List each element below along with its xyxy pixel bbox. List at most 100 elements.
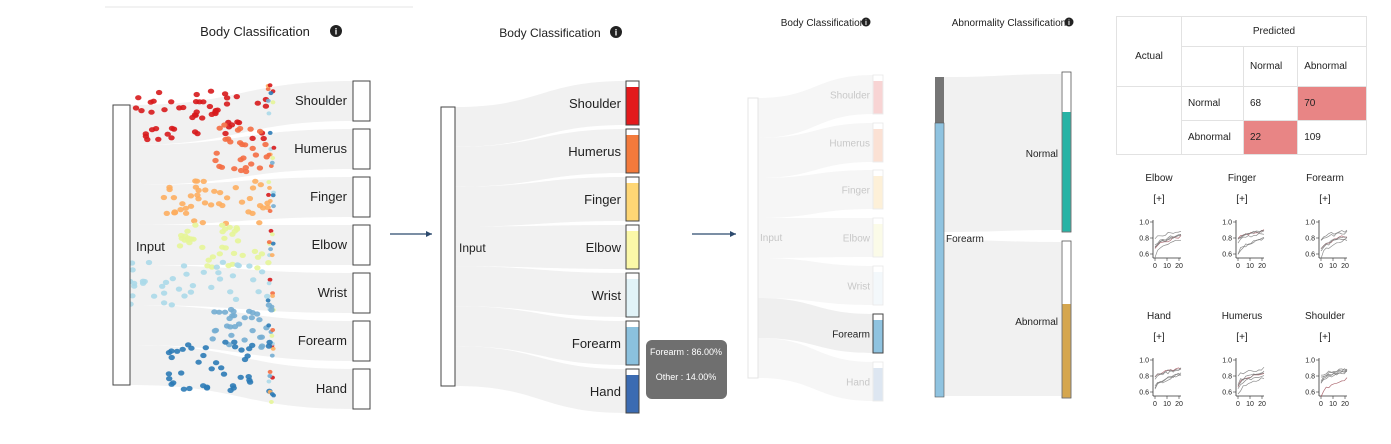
link-forearm <box>130 305 353 361</box>
y-tick-label: 0.6 <box>1139 252 1149 259</box>
node-humerus[interactable] <box>352 128 371 170</box>
curve-line <box>1237 233 1265 244</box>
node-fill-shoulder <box>873 81 883 114</box>
sample-dot-wrist <box>189 283 197 289</box>
sample-dot-finger <box>264 204 271 210</box>
sample-dot-wrist <box>246 263 253 269</box>
sample-dot-hand <box>178 370 185 376</box>
sample-dot-shoulder <box>260 135 267 142</box>
expand-toggle-humerus[interactable]: [+] <box>1236 332 1248 343</box>
sample-dot-hand <box>168 354 175 361</box>
curve-line <box>1320 237 1348 252</box>
actual-header: Actual <box>1116 16 1182 87</box>
sample-dot-shoulder <box>148 109 155 115</box>
node-fill-wrist <box>873 272 883 305</box>
sample-dot-finger <box>246 195 254 202</box>
sample-dot-hand <box>238 347 245 353</box>
link-wrist <box>455 266 626 317</box>
sample-dot-humerus <box>247 126 254 132</box>
chart-title-finger: Finger <box>1228 173 1257 184</box>
sample-dot-wrist <box>150 293 158 299</box>
sample-dot-humerus <box>241 142 249 148</box>
forearm-source-label: Forearm <box>946 234 984 245</box>
forearm-node[interactable] <box>934 122 945 398</box>
sample-dot-mixed <box>267 130 273 135</box>
link-humerus <box>455 129 626 187</box>
node-fill-forearm <box>873 320 883 353</box>
info-icon[interactable]: i <box>861 17 871 28</box>
panel2-input-label: Input <box>459 241 486 255</box>
node-shoulder[interactable] <box>352 80 371 122</box>
sample-dot-shoulder <box>164 131 171 137</box>
sample-dot-finger <box>201 200 209 206</box>
sample-dot-mixed <box>270 328 276 332</box>
sample-dot-wrist <box>181 293 188 299</box>
sample-dot-forearm <box>241 337 248 343</box>
curve-line <box>1237 366 1265 377</box>
panel1-category-nodes: Shoulder Humerus Finger Elbow Wrist Forearm Ha… <box>294 80 371 410</box>
node-elbow[interactable] <box>352 224 371 266</box>
sample-dot-mixed <box>268 164 274 168</box>
sample-dot-hand <box>245 374 252 380</box>
sample-dot-elbow <box>258 251 266 257</box>
sample-dot-forearm <box>249 328 256 334</box>
sample-dot-humerus <box>222 136 229 142</box>
sample-dot-finger <box>199 220 206 226</box>
tooltip-line-other: Other : 14.00% <box>656 372 717 382</box>
sample-dot-mixed <box>269 392 275 397</box>
info-icon[interactable]: i <box>1064 17 1074 28</box>
training-curves-grid: Elbow [+] 1.0 0.8 0.6 0 10 20 Finger [+] 1.0 0.8 0.6… <box>1139 173 1349 408</box>
sample-dot-hand <box>186 385 193 392</box>
node-finger[interactable] <box>352 176 371 218</box>
expand-toggle-finger[interactable]: [+] <box>1236 194 1248 205</box>
node-hand[interactable] <box>352 368 371 410</box>
y-tick-label: 0.8 <box>1305 236 1315 243</box>
abnormal-node-fill <box>1062 304 1071 398</box>
expand-toggle-elbow[interactable]: [+] <box>1153 194 1165 205</box>
sample-dot-shoulder <box>206 103 214 110</box>
node-label-hand: Hand <box>590 384 621 399</box>
cell-normal-normal[interactable]: 68 <box>1242 86 1299 121</box>
curve-line <box>1237 236 1265 255</box>
sample-dot-humerus <box>236 140 244 146</box>
sample-dot-humerus <box>221 122 228 128</box>
sample-dot-elbow <box>265 260 272 266</box>
sample-dot-elbow <box>204 263 211 269</box>
expand-toggle-shoulder[interactable]: [+] <box>1319 332 1331 343</box>
y-tick-label: 1.0 <box>1305 220 1315 227</box>
sample-dot-humerus <box>218 164 226 170</box>
node-wrist[interactable] <box>352 272 371 314</box>
sample-dot-finger <box>177 207 184 213</box>
sample-dot-shoulder <box>254 100 261 106</box>
panel2-category-nodes: Shoulder Humerus Finger Elbow Wrist Forearm Ha… <box>568 80 640 414</box>
node-forearm[interactable] <box>352 320 371 362</box>
sample-dot-forearm <box>246 308 253 314</box>
info-icon[interactable]: i <box>610 26 622 38</box>
sample-dot-elbow <box>225 263 232 269</box>
expand-toggle-forearm[interactable]: [+] <box>1319 194 1331 205</box>
cell-abnormal-abnormal[interactable]: 109 <box>1297 120 1367 155</box>
link-shoulder <box>455 81 626 147</box>
forearm-node-other[interactable] <box>935 77 944 123</box>
cell-abnormal-normal[interactable]: 22 <box>1242 120 1299 155</box>
sample-dot-shoulder <box>194 131 201 137</box>
node-label-humerus: Humerus <box>294 141 347 156</box>
link-forearm <box>455 306 626 365</box>
expand-toggle-hand[interactable]: [+] <box>1153 332 1165 343</box>
node-label-shoulder: Shoulder <box>569 96 622 111</box>
sample-dot-mixed <box>266 192 271 197</box>
sample-dot-hand <box>188 345 195 351</box>
curve-line <box>1320 368 1348 376</box>
panel2-input-node[interactable] <box>440 106 456 387</box>
panel1-input-node[interactable] <box>112 104 131 386</box>
y-tick-label: 0.6 <box>1222 252 1232 259</box>
panel1-input-label: Input <box>136 239 165 254</box>
sample-dot-shoulder <box>148 127 156 133</box>
y-tick-label: 0.6 <box>1305 390 1315 397</box>
cell-normal-abnormal[interactable]: 70 <box>1297 86 1367 121</box>
sample-dot-shoulder <box>221 91 229 97</box>
node-label-wrist: Wrist <box>318 285 348 300</box>
sample-dot-hand <box>266 339 273 345</box>
info-icon[interactable]: i <box>330 25 342 37</box>
